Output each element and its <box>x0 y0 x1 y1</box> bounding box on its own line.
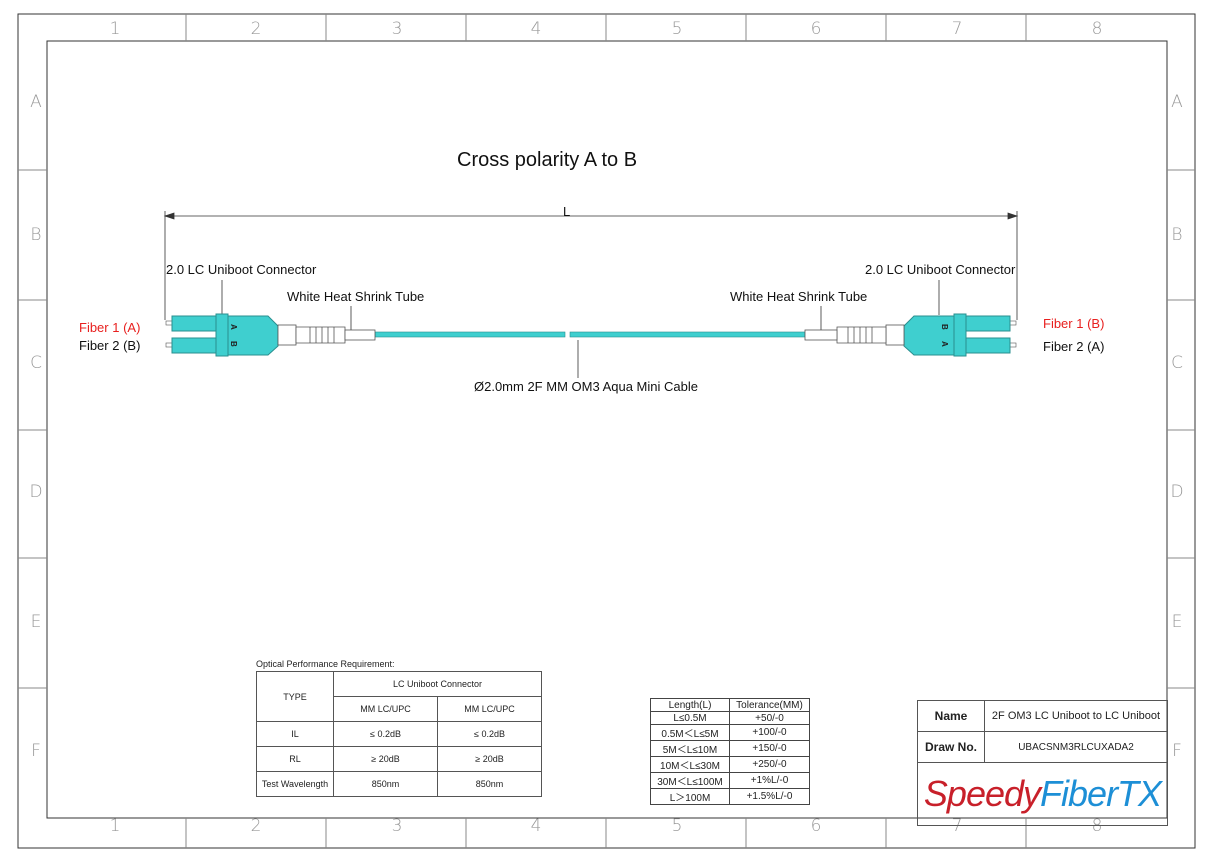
row-label: C <box>1171 353 1183 373</box>
column-label: 4 <box>530 816 542 836</box>
logo: SpeedyFiberTX <box>917 762 1168 826</box>
column-label: 6 <box>810 19 822 39</box>
dimension-line <box>163 211 1019 378</box>
left-fiber2-label: Fiber 2 (B) <box>79 338 141 353</box>
right-fiber1-label: Fiber 1 (B) <box>1043 316 1105 331</box>
latch-label: A <box>229 324 238 330</box>
table-row: RL ≥ 20dB ≥ 20dB <box>256 746 542 772</box>
draw-no-label: Draw No. <box>917 731 985 763</box>
table-row: 10M＜L≤30M +250/-0 <box>650 756 810 773</box>
aqua-cable <box>374 331 806 338</box>
left-tube-label: White Heat Shrink Tube <box>287 289 425 304</box>
dimension-label: L <box>563 204 571 219</box>
performance-caption: Optical Performance Requirement: <box>256 659 395 669</box>
column-label: 8 <box>1091 816 1103 836</box>
row-label: C <box>30 353 42 373</box>
row-label: A <box>1171 92 1183 112</box>
sub-header: MM LC/UPC <box>437 696 542 722</box>
column-label: 2 <box>250 816 262 836</box>
name-value: 2F OM3 LC Uniboot to LC Uniboot <box>984 700 1168 732</box>
row-label: B <box>1171 225 1183 245</box>
row-label: E <box>1171 612 1183 632</box>
latch-label: B <box>940 324 949 330</box>
title-block: Name 2F OM3 LC Uniboot to LC Uniboot Draw… <box>917 700 1168 826</box>
table-row: L≤0.5M +50/-0 <box>650 711 810 725</box>
row-label: F <box>31 741 41 761</box>
column-label: 8 <box>1091 19 1103 39</box>
right-fiber2-label: Fiber 2 (A) <box>1043 339 1105 354</box>
cable-label: Ø2.0mm 2F MM OM3 Aqua Mini Cable <box>474 379 698 394</box>
row-label: B <box>30 225 42 245</box>
table-row: 30M＜L≤100M +1%L/-0 <box>650 772 810 789</box>
right-connector-label: 2.0 LC Uniboot Connector <box>865 262 1016 277</box>
column-label: 7 <box>951 19 963 39</box>
tolerance-header: Tolerance(MM) <box>729 698 810 712</box>
column-label: 1 <box>109 816 121 836</box>
row-label: D <box>1170 482 1184 502</box>
left-lc-uniboot-connector <box>165 313 376 357</box>
row-label: E <box>30 612 42 632</box>
column-label: 5 <box>671 816 683 836</box>
column-label: 3 <box>391 19 403 39</box>
column-label: 6 <box>810 816 822 836</box>
table-row: 0.5M＜L≤5M +100/-0 <box>650 724 810 741</box>
right-lc-uniboot-connector <box>804 313 1017 357</box>
table-row: L＞100M +1.5%L/-0 <box>650 788 810 805</box>
left-connector-label: 2.0 LC Uniboot Connector <box>166 262 317 277</box>
table-row: IL ≤ 0.2dB ≤ 0.2dB <box>256 721 542 747</box>
column-label: 3 <box>391 816 403 836</box>
column-label: 5 <box>671 19 683 39</box>
left-fiber1-label: Fiber 1 (A) <box>79 320 141 335</box>
row-label: F <box>1172 741 1182 761</box>
drawing-title: Cross polarity A to B <box>457 149 638 171</box>
latch-label: B <box>229 341 238 347</box>
name-label: Name <box>917 700 985 732</box>
tolerance-header: Length(L) <box>650 698 730 712</box>
column-label: 2 <box>250 19 262 39</box>
row-label: A <box>30 92 42 112</box>
draw-no-value: UBACSNM3RLCUXADA2 <box>984 731 1168 763</box>
group-header: LC Uniboot Connector <box>333 671 542 697</box>
tolerance-table: Length(L) Tolerance(MM) L≤0.5M +50/-0 0.5M… <box>650 698 810 805</box>
latch-label: A <box>940 341 949 347</box>
right-tube-label: White Heat Shrink Tube <box>730 289 868 304</box>
table-row: 5M＜L≤10M +150/-0 <box>650 740 810 757</box>
performance-table: TYPE LC Uniboot Connector MM LC/UPC MM LC/… <box>256 671 542 797</box>
type-header: TYPE <box>256 671 334 722</box>
column-label: 4 <box>530 19 542 39</box>
column-label: 1 <box>109 19 121 39</box>
sub-header: MM LC/UPC <box>333 696 438 722</box>
table-row: Test Wavelength 850nm 850nm <box>256 771 542 797</box>
column-label: 7 <box>951 816 963 836</box>
row-label: D <box>29 482 43 502</box>
